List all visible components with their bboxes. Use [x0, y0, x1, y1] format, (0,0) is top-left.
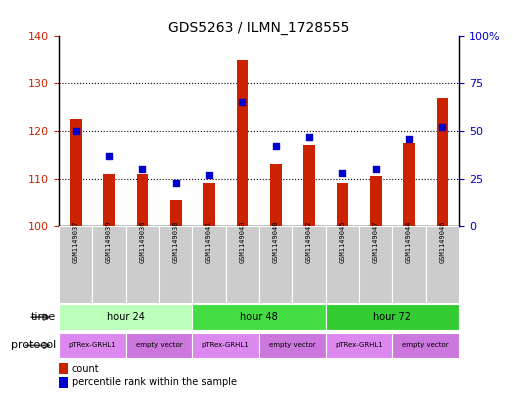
Bar	[236, 60, 248, 226]
Bar	[392, 226, 426, 303]
Bar	[370, 176, 382, 226]
Text: pTRex-GRHL1: pTRex-GRHL1	[68, 342, 116, 349]
Text: hour 48: hour 48	[240, 312, 278, 322]
Bar	[59, 226, 92, 303]
Bar	[92, 226, 126, 303]
Bar	[259, 226, 292, 303]
Text: GSM1149044: GSM1149044	[406, 220, 412, 263]
Text: GSM1149038: GSM1149038	[173, 220, 179, 263]
Point	[105, 153, 113, 159]
Point	[338, 170, 346, 176]
Title: GDS5263 / ILMN_1728555: GDS5263 / ILMN_1728555	[168, 21, 350, 35]
Point	[205, 172, 213, 178]
Bar	[159, 226, 192, 303]
Text: time: time	[31, 312, 56, 322]
Bar	[403, 143, 415, 226]
Text: count: count	[72, 364, 99, 374]
Text: GSM1149043: GSM1149043	[240, 220, 245, 263]
Bar	[326, 333, 392, 358]
Text: GSM1149037: GSM1149037	[73, 220, 78, 263]
Bar	[392, 333, 459, 358]
Bar	[426, 226, 459, 303]
Text: GSM1149041: GSM1149041	[206, 220, 212, 263]
Bar	[170, 200, 182, 226]
Bar	[203, 184, 215, 226]
Bar	[126, 226, 159, 303]
Bar	[270, 164, 282, 226]
Text: hour 24: hour 24	[107, 312, 145, 322]
Bar	[126, 333, 192, 358]
Bar	[303, 145, 315, 226]
Bar	[437, 98, 448, 226]
Text: empty vector: empty vector	[136, 342, 182, 349]
Text: pTRex-GRHL1: pTRex-GRHL1	[202, 342, 250, 349]
Text: empty vector: empty vector	[269, 342, 315, 349]
Text: GSM1149036: GSM1149036	[140, 220, 145, 263]
Bar	[136, 174, 148, 226]
Point	[171, 179, 180, 185]
Bar	[59, 364, 68, 374]
Point	[405, 136, 413, 142]
Text: GSM1149047: GSM1149047	[373, 220, 379, 263]
Bar	[226, 226, 259, 303]
Text: percentile rank within the sample: percentile rank within the sample	[72, 377, 236, 387]
Text: pTRex-GRHL1: pTRex-GRHL1	[335, 342, 383, 349]
Bar	[192, 226, 226, 303]
Text: GSM1149046: GSM1149046	[440, 220, 445, 263]
Text: hour 72: hour 72	[373, 312, 411, 322]
Text: empty vector: empty vector	[403, 342, 449, 349]
Bar	[326, 226, 359, 303]
Point	[138, 166, 147, 172]
Point	[371, 166, 380, 172]
Bar	[70, 119, 82, 226]
Point	[71, 128, 80, 134]
Bar	[192, 305, 326, 330]
Point	[271, 143, 280, 149]
Point	[238, 99, 246, 106]
Bar	[103, 174, 115, 226]
Bar	[59, 377, 68, 387]
Bar	[192, 333, 259, 358]
Bar	[359, 226, 392, 303]
Text: GSM1149039: GSM1149039	[106, 220, 112, 263]
Bar	[326, 305, 459, 330]
Bar	[337, 184, 348, 226]
Text: GSM1149042: GSM1149042	[306, 220, 312, 263]
Bar	[292, 226, 326, 303]
Bar	[259, 333, 326, 358]
Text: GSM1149040: GSM1149040	[273, 220, 279, 263]
Point	[438, 124, 446, 130]
Bar	[59, 305, 192, 330]
Bar	[59, 333, 126, 358]
Text: GSM1149045: GSM1149045	[340, 220, 345, 263]
Point	[305, 134, 313, 140]
Text: protocol: protocol	[11, 340, 56, 351]
